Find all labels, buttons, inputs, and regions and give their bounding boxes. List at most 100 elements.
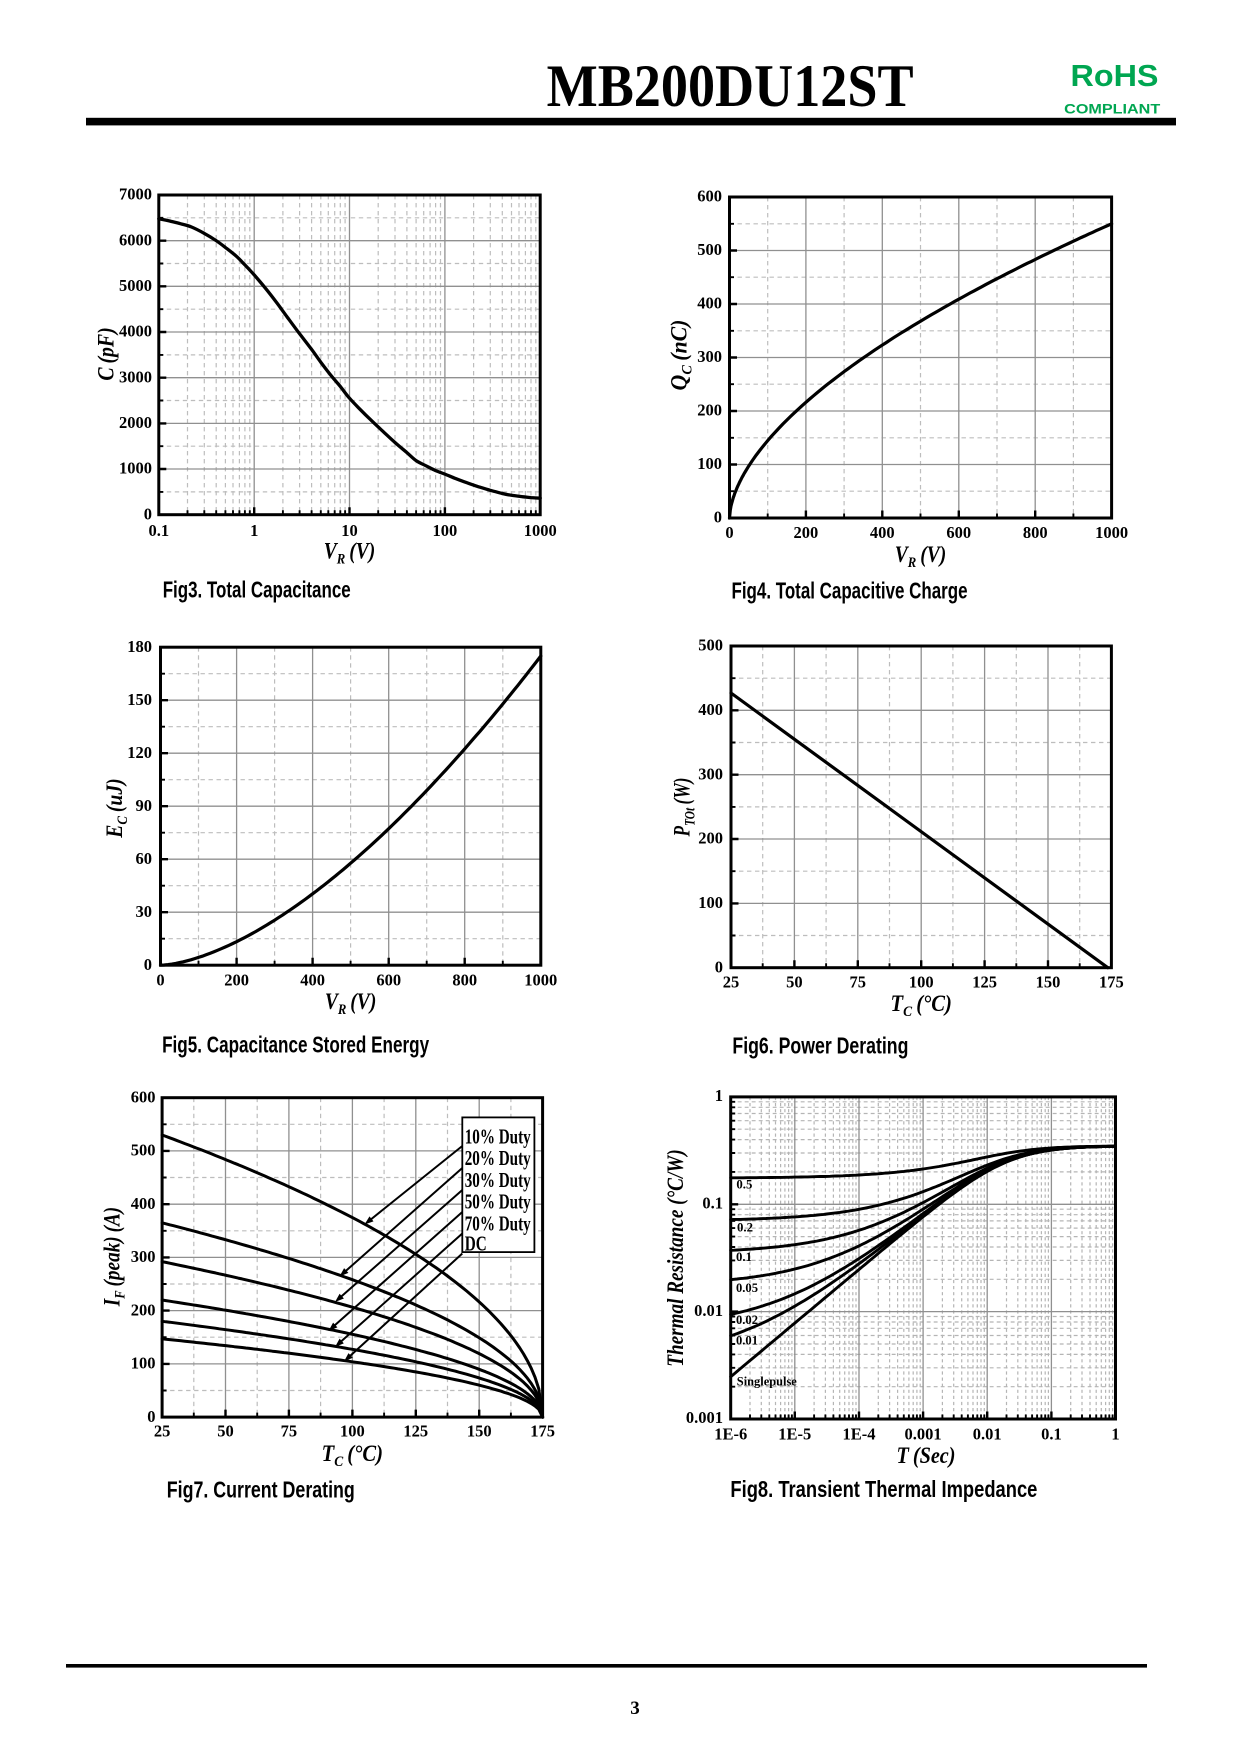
svg-text:120: 120 [127,743,152,762]
svg-text:0: 0 [714,508,722,527]
svg-text:30% Duty: 30% Duty [465,1168,531,1192]
svg-text:200: 200 [697,401,722,420]
svg-text:0.05: 0.05 [736,1281,758,1295]
svg-text:90: 90 [136,796,153,815]
svg-text:C (pF): C (pF) [93,327,119,380]
svg-text:Fig5. Capacitance Stored Energ: Fig5. Capacitance Stored Energy [162,1031,429,1057]
svg-text:75: 75 [281,1422,298,1441]
svg-text:150: 150 [467,1422,492,1441]
svg-text:0.1: 0.1 [702,1194,723,1213]
svg-text:500: 500 [131,1141,156,1160]
svg-text:VR (V): VR (V) [324,538,375,568]
svg-text:60: 60 [136,849,153,868]
svg-text:10: 10 [341,521,358,540]
svg-text:30: 30 [136,902,153,921]
svg-text:100: 100 [909,972,934,991]
svg-text:400: 400 [697,294,722,313]
svg-text:0.01: 0.01 [694,1301,723,1320]
svg-text:VR (V): VR (V) [325,989,376,1019]
svg-text:300: 300 [131,1247,156,1266]
svg-text:1: 1 [715,1086,723,1105]
svg-text:0: 0 [725,523,733,542]
svg-text:20% Duty: 20% Duty [465,1146,531,1170]
svg-text:175: 175 [530,1422,555,1441]
svg-text:600: 600 [376,970,401,989]
svg-text:0: 0 [715,957,723,976]
svg-text:400: 400 [300,970,325,989]
svg-text:100: 100 [433,521,458,540]
svg-text:IF (peak) (A): IF (peak) (A) [99,1207,128,1307]
svg-text:100: 100 [698,893,723,912]
svg-text:EC (uJ): EC (uJ) [102,778,132,838]
svg-text:PTOt (W): PTOt (W) [670,778,698,838]
svg-text:0.5: 0.5 [736,1178,752,1192]
svg-text:200: 200 [224,970,249,989]
svg-text:25: 25 [723,972,740,991]
svg-text:50: 50 [217,1422,234,1441]
svg-text:1000: 1000 [119,459,152,478]
svg-text:800: 800 [1023,523,1048,542]
svg-text:10% Duty: 10% Duty [465,1124,531,1148]
svg-text:75: 75 [850,972,867,991]
svg-text:QC (nC): QC (nC) [666,320,696,391]
svg-text:180: 180 [127,637,152,656]
svg-text:3000: 3000 [119,367,152,386]
svg-text:0.01: 0.01 [736,1334,758,1348]
svg-text:200: 200 [131,1300,156,1319]
svg-text:800: 800 [452,970,477,989]
svg-text:Fig6. Power Derating: Fig6. Power Derating [732,1033,908,1059]
svg-text:Fig3. Total Capacitance: Fig3. Total Capacitance [163,577,351,603]
svg-text:400: 400 [698,700,723,719]
svg-text:DC: DC [465,1231,487,1255]
svg-text:TC (°C): TC (°C) [891,991,952,1020]
svg-text:0.1: 0.1 [736,1250,752,1264]
svg-text:100: 100 [697,454,722,473]
svg-text:1E-6: 1E-6 [714,1424,747,1443]
svg-text:1E-5: 1E-5 [778,1424,811,1443]
svg-text:COMPLIANT: COMPLIANT [1064,101,1161,116]
svg-text:VR (V): VR (V) [895,542,946,572]
svg-text:1000: 1000 [524,970,557,989]
svg-text:50: 50 [786,972,803,991]
svg-text:400: 400 [131,1194,156,1213]
svg-text:1: 1 [1111,1424,1119,1443]
svg-text:Fig7. Current Derating: Fig7. Current Derating [167,1476,355,1502]
svg-text:6000: 6000 [119,230,152,249]
svg-text:600: 600 [946,523,971,542]
svg-text:0: 0 [147,1407,155,1426]
svg-text:175: 175 [1099,972,1124,991]
svg-text:0.1: 0.1 [1041,1424,1062,1443]
svg-text:Thermal Resistance (°C/W): Thermal Resistance (°C/W) [662,1149,688,1366]
svg-text:TC (°C): TC (°C) [322,1441,383,1470]
svg-text:7000: 7000 [119,185,152,204]
svg-text:600: 600 [131,1087,156,1106]
svg-text:0.1: 0.1 [148,521,169,540]
svg-text:0.02: 0.02 [736,1313,758,1327]
svg-text:400: 400 [870,523,895,542]
svg-text:1: 1 [250,521,258,540]
svg-text:Singlepulse: Singlepulse [737,1374,797,1388]
svg-text:150: 150 [127,690,152,709]
svg-text:50% Duty: 50% Duty [465,1190,531,1214]
svg-text:500: 500 [698,636,723,655]
svg-text:0.01: 0.01 [973,1424,1002,1443]
svg-text:1E-4: 1E-4 [843,1424,876,1443]
svg-text:125: 125 [403,1422,428,1441]
svg-text:3: 3 [630,1698,640,1719]
svg-text:200: 200 [698,829,723,848]
svg-text:70% Duty: 70% Duty [465,1212,531,1236]
svg-text:100: 100 [340,1422,365,1441]
svg-text:5000: 5000 [119,276,152,295]
svg-text:2000: 2000 [119,413,152,432]
svg-text:500: 500 [697,240,722,259]
svg-text:0.001: 0.001 [686,1408,723,1427]
svg-text:4000: 4000 [119,322,152,341]
svg-text:MB200DU12ST: MB200DU12ST [547,53,914,119]
svg-text:300: 300 [698,764,723,783]
svg-text:0.001: 0.001 [905,1424,942,1443]
svg-text:T (Sec): T (Sec) [896,1443,955,1468]
svg-text:200: 200 [794,523,819,542]
svg-text:1000: 1000 [524,521,557,540]
svg-text:Fig8. Transient Thermal Impeda: Fig8. Transient Thermal Impedance [730,1476,1037,1502]
svg-text:25: 25 [154,1422,171,1441]
